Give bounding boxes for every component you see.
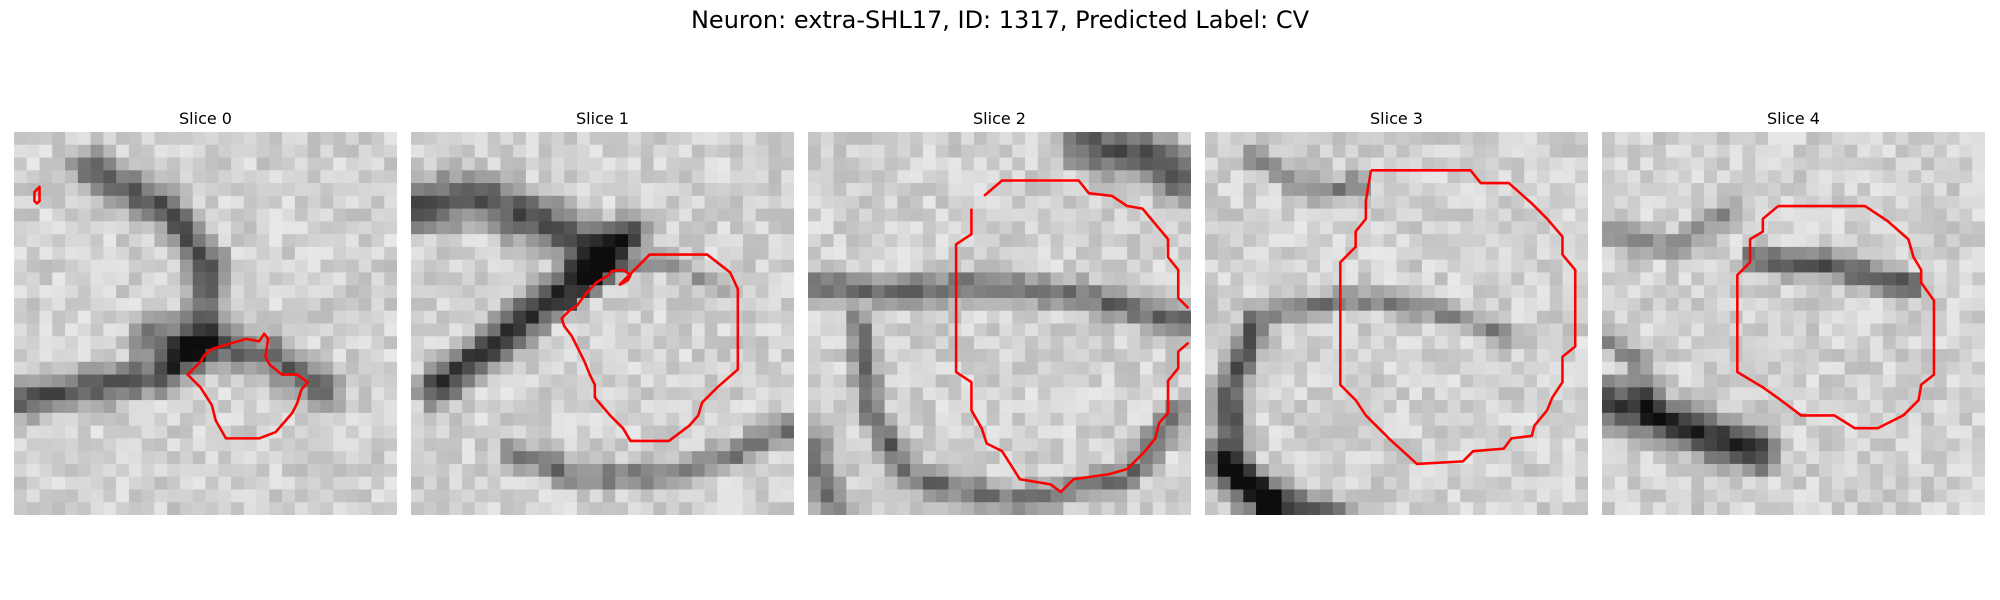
slice-title: Slice 2 xyxy=(973,109,1026,128)
slice-panel-1: Slice 1 xyxy=(411,108,794,515)
em-image-pixels xyxy=(14,132,397,515)
contour-line xyxy=(560,253,740,443)
em-image-pixels xyxy=(808,132,1191,515)
slice-title: Slice 4 xyxy=(1767,109,1820,128)
slice-panel-4: Slice 4 xyxy=(1602,108,1985,515)
segmentation-contour xyxy=(560,253,740,443)
contour-line xyxy=(1339,169,1577,466)
em-image-pixels xyxy=(1602,132,1985,515)
slice-image xyxy=(14,132,397,515)
slice-image xyxy=(1602,132,1985,515)
segmentation-contour xyxy=(1736,204,1936,430)
slice-panel-2: Slice 2 xyxy=(808,108,1191,515)
contour-line xyxy=(1736,204,1936,430)
contour-line xyxy=(186,332,309,440)
contour-line xyxy=(33,185,41,205)
contour-line xyxy=(983,179,1190,310)
segmentation-contour xyxy=(954,179,1190,494)
slice-panel-0: Slice 0 xyxy=(14,108,397,515)
segmentation-contour xyxy=(33,185,309,440)
em-image-pixels xyxy=(1205,132,1588,515)
slice-image xyxy=(1205,132,1588,515)
slice-title: Slice 0 xyxy=(179,109,232,128)
slice-image xyxy=(808,132,1191,515)
slice-title: Slice 3 xyxy=(1370,109,1423,128)
contour-line xyxy=(954,208,1190,494)
slice-image xyxy=(411,132,794,515)
slice-title: Slice 1 xyxy=(576,109,629,128)
figure-title: Neuron: extra-SHL17, ID: 1317, Predicted… xyxy=(690,6,1310,34)
segmentation-contour xyxy=(1339,169,1577,466)
slice-panel-3: Slice 3 xyxy=(1205,108,1588,515)
em-image-pixels xyxy=(411,132,794,515)
